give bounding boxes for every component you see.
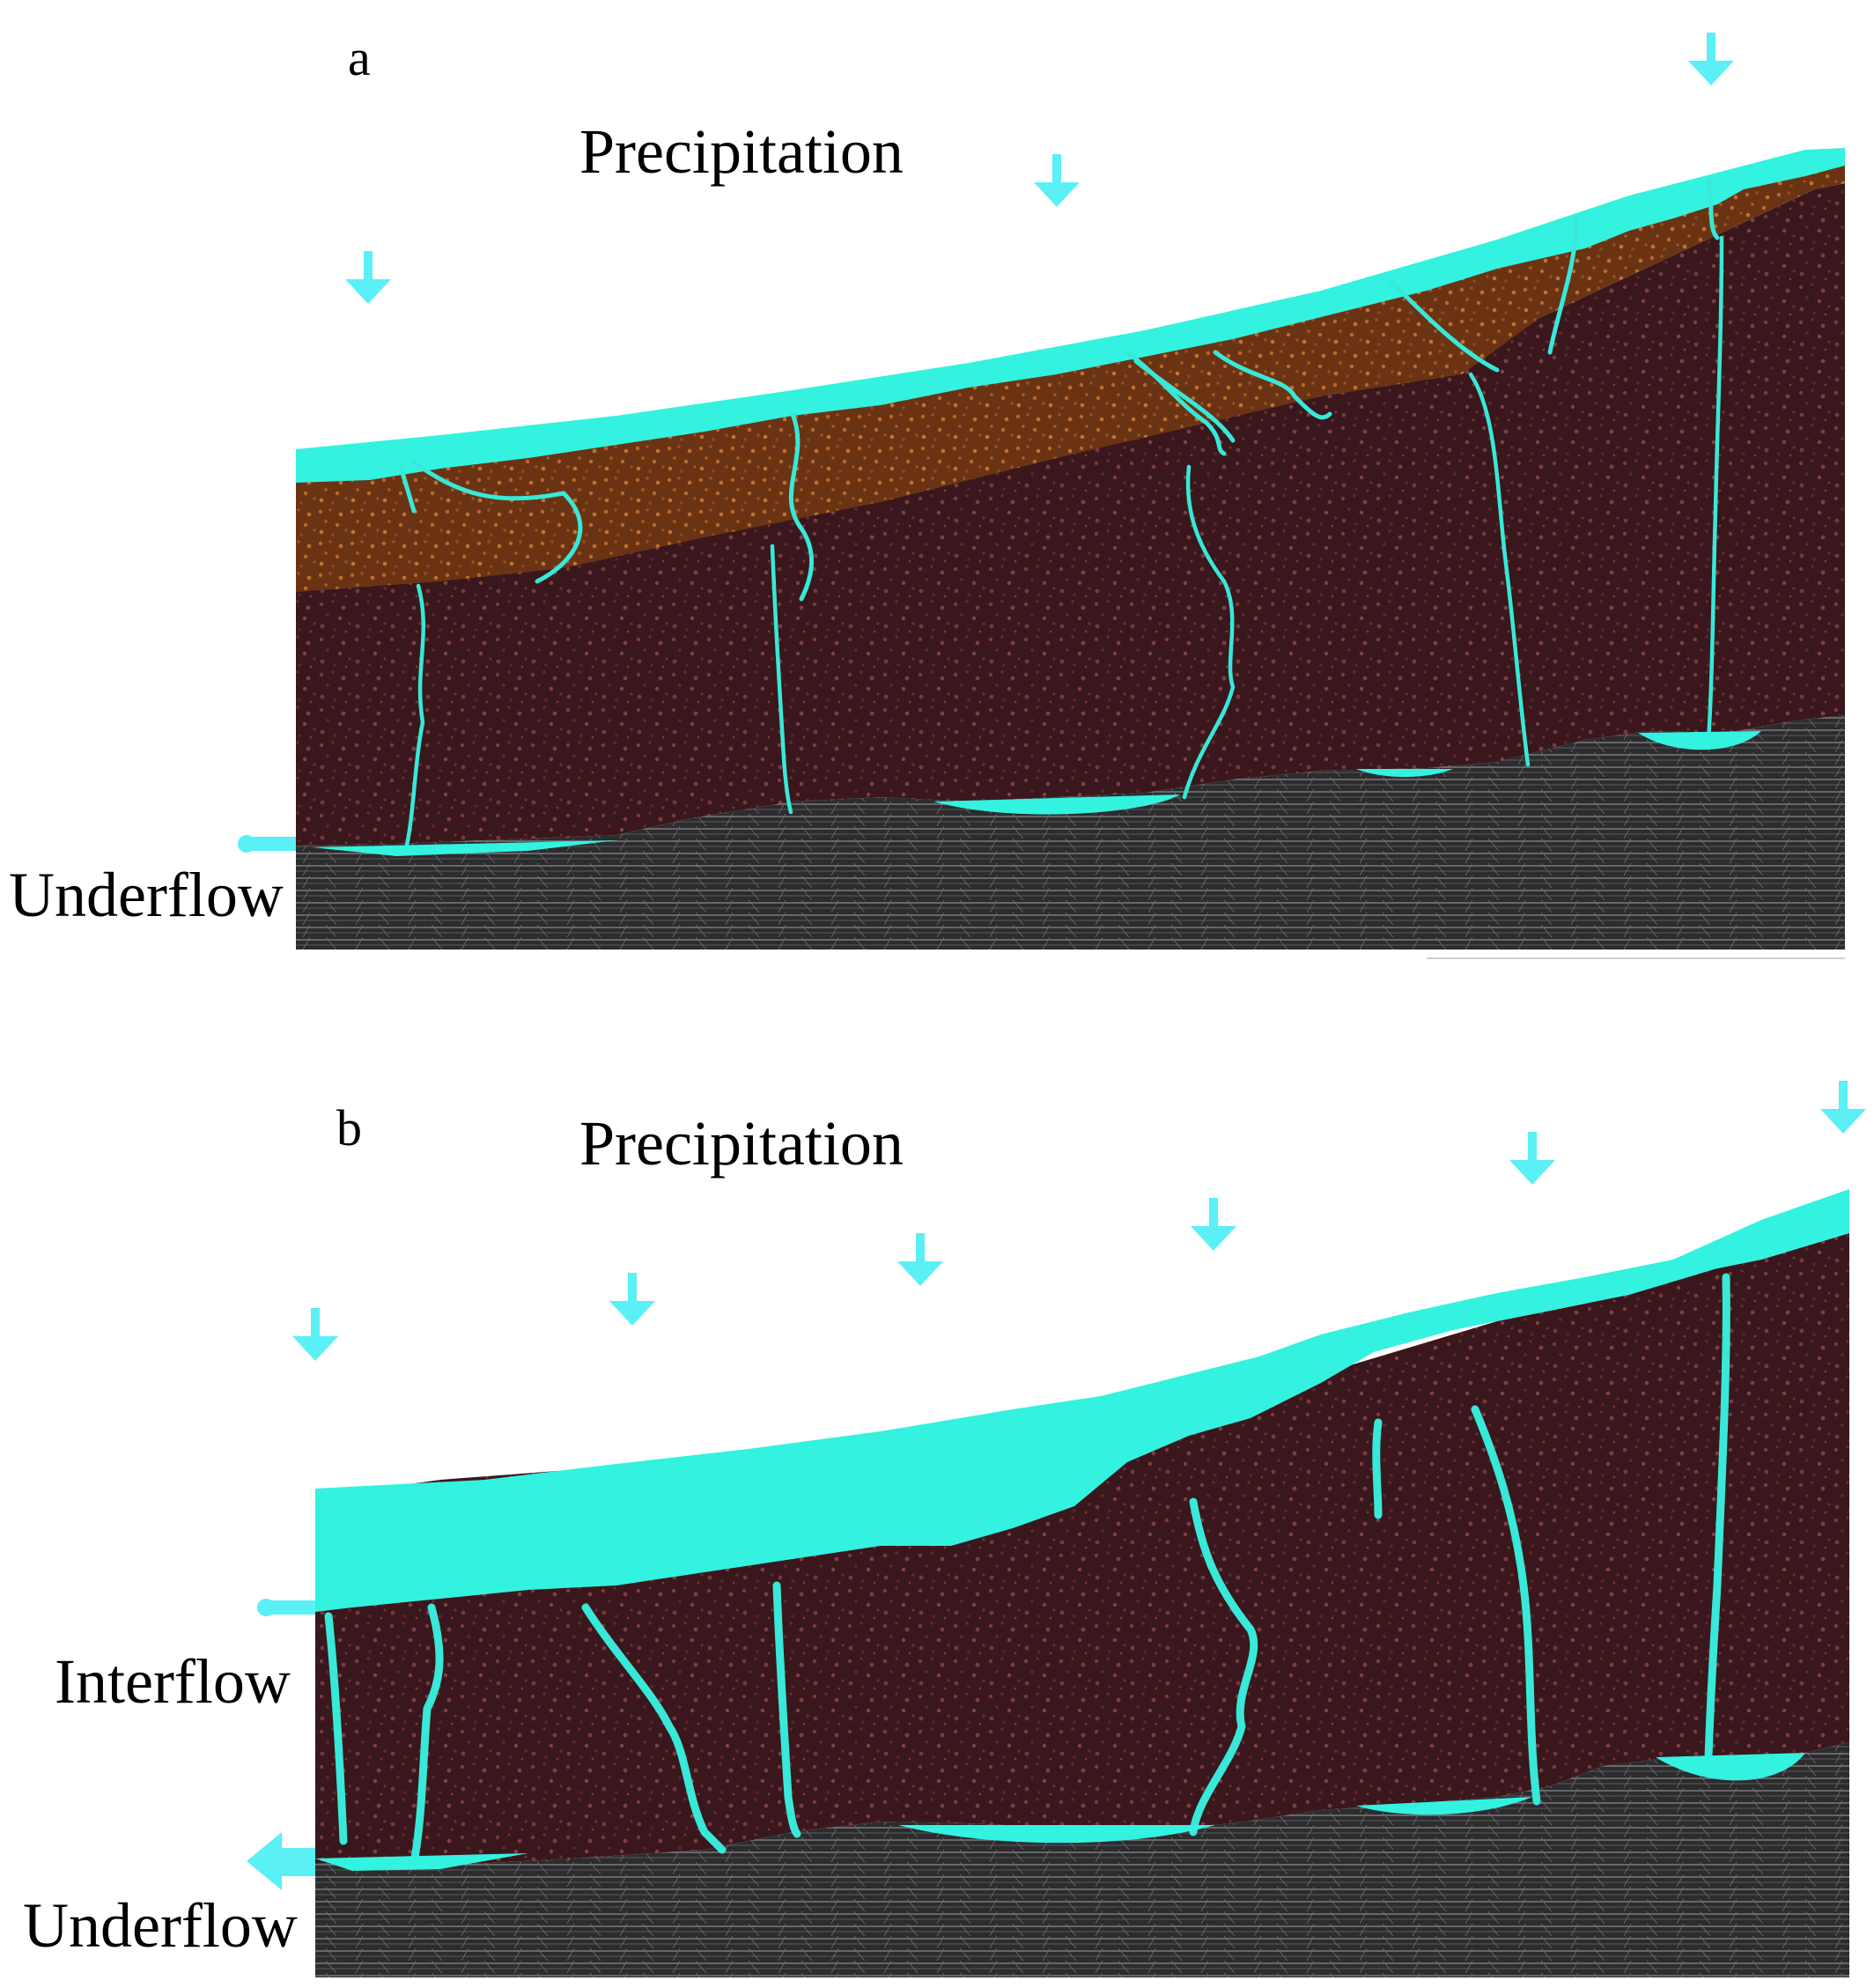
panel-a-precipitation-label: Precipitation bbox=[579, 116, 904, 187]
groundwater-pools bbox=[315, 1753, 1805, 1871]
underflow-outlet-arrow-icon bbox=[238, 835, 296, 853]
rock-fractures bbox=[324, 1273, 1730, 1867]
surface-water bbox=[296, 148, 1845, 483]
groundwater-pools bbox=[313, 731, 1761, 856]
saturated-surface-layer bbox=[315, 1189, 1849, 1612]
panel-b-letter: b bbox=[336, 1099, 362, 1157]
precipitation-arrow-icon bbox=[609, 1273, 655, 1326]
precipitation-arrow-icon bbox=[292, 1308, 338, 1361]
panel-b-precipitation-label: Precipitation bbox=[579, 1108, 904, 1179]
panel-a-underflow-label: Underflow bbox=[9, 860, 284, 930]
panel-b-interflow-label: Interflow bbox=[55, 1646, 291, 1717]
precipitation-arrow-icon bbox=[1509, 1132, 1555, 1185]
panel-a: a Precipitation Underflow bbox=[9, 29, 1845, 959]
precipitation-arrow-icon bbox=[1191, 1198, 1236, 1251]
bedrock-layer bbox=[296, 715, 1845, 950]
soil-preferential-flow-paths bbox=[398, 178, 1720, 602]
precipitation-arrow-icon bbox=[345, 251, 391, 304]
panel-b-underflow-label: Underflow bbox=[23, 1890, 298, 1961]
precipitation-arrow-icon bbox=[1688, 33, 1734, 85]
interflow-outlet-arrow-icon bbox=[257, 1599, 315, 1616]
precipitation-arrow-icon bbox=[1820, 1081, 1866, 1134]
rock-fractures bbox=[402, 235, 1724, 855]
weathered-rock-layer bbox=[315, 1233, 1849, 1988]
underflow-outlet-arrow-icon bbox=[247, 1832, 315, 1890]
panel-b: b Precipitation Interflow Underflow bbox=[23, 1081, 1866, 1988]
precipitation-arrow-icon bbox=[1034, 154, 1080, 207]
panel-a-letter: a bbox=[348, 29, 371, 86]
precipitation-arrow-icon bbox=[897, 1233, 943, 1286]
soil-layer bbox=[296, 152, 1845, 592]
